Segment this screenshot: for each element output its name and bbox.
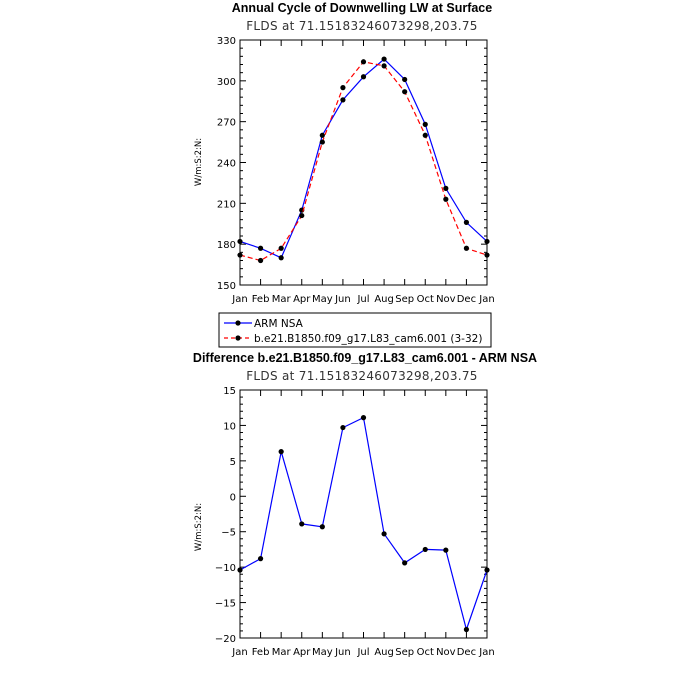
bottom-ytick-label: −15	[215, 599, 236, 610]
top-xtick-label-aug: Aug	[374, 294, 394, 305]
top-xtick-label-may: May	[312, 294, 333, 305]
top-series-0-point	[237, 238, 243, 245]
top-xtick-label-apr: Apr	[293, 294, 311, 305]
bottom-y-axis-label: W/m:S:2:N:	[194, 503, 204, 551]
bottom-xtick-label-feb: Feb	[252, 647, 270, 658]
top-xtick-label-nov: Nov	[436, 294, 456, 305]
bottom-xtick-label-jan: Jan	[231, 647, 247, 658]
top-xtick-label-jun: Jun	[334, 294, 351, 305]
top-xtick-label-oct: Oct	[417, 294, 434, 305]
top-series-1-point	[299, 212, 305, 219]
top-series-0-point	[360, 74, 367, 80]
top-series-1-point	[360, 59, 367, 65]
top-y-axis-label: W/m:S:2:N:	[194, 138, 204, 186]
legend-marker-arm	[235, 320, 241, 326]
bottom-ytick-label: 15	[223, 386, 236, 397]
legend-label-model: b.e21.B1850.f09_g17.L83_cam6.001 (3-32)	[254, 333, 482, 345]
top-series-0-point	[257, 245, 264, 251]
top-xtick-label-feb: Feb	[252, 294, 270, 305]
top-series-1-point	[237, 252, 243, 258]
top-series-0-point	[381, 56, 387, 62]
top-series-1-point	[319, 139, 325, 145]
bottom-series-0-point	[484, 567, 490, 573]
top-series-1-point	[340, 85, 346, 91]
top-chart-title: Annual Cycle of Downwelling LW at Surfac…	[232, 1, 492, 15]
bottom-series-line-0	[239, 416, 488, 632]
top-series-1-point	[257, 257, 264, 264]
top-series-0-point	[484, 238, 490, 245]
bottom-series-0-point	[237, 567, 243, 573]
top-ytick-label: 270	[217, 118, 236, 129]
bottom-chart-subtitle: FLDS at 71.15183246073298,203.75	[246, 369, 478, 383]
top-xtick-label-jul: Jul	[356, 294, 369, 305]
bottom-xtick-label-apr: Apr	[293, 647, 311, 658]
bottom-series-0-point	[360, 415, 367, 421]
bottom-xtick-label-jul: Jul	[356, 647, 369, 658]
top-series-line-1	[239, 61, 488, 262]
top-series-1-point	[422, 132, 428, 138]
top-series-1-point	[402, 89, 408, 95]
bottom-xtick-label-dec: Dec	[457, 647, 476, 658]
bottom-ytick-label: 5	[230, 457, 236, 468]
bottom-xtick-label-oct: Oct	[417, 647, 434, 658]
bottom-xtick-label-nov: Nov	[436, 647, 456, 658]
bottom-series-0-point	[422, 546, 428, 553]
top-chart-subtitle: FLDS at 71.15183246073298,203.75	[246, 19, 478, 33]
top-ytick-label: 210	[217, 199, 236, 210]
bottom-chart-title: Difference b.e21.B1850.f09_g17.L83_cam6.…	[193, 351, 537, 365]
bottom-series-0-point	[402, 560, 408, 566]
bottom-xtick-label-may: May	[312, 647, 333, 658]
bottom-xtick-label-aug: Aug	[374, 647, 394, 658]
bottom-series-0-point	[278, 449, 284, 455]
bottom-series-0-point	[299, 521, 305, 527]
legend-box	[218, 312, 492, 348]
top-xtick-label-jan: Jan	[231, 294, 247, 305]
top-ytick-label: 180	[217, 240, 236, 251]
top-series-0-point	[422, 121, 428, 127]
top-series-0-point	[278, 255, 284, 261]
top-plot-area: 150 180 210 240 270 300 330 Jan Feb Mar Apr May Jun J…	[217, 36, 495, 305]
bottom-ytick-label: 10	[223, 421, 236, 432]
bottom-series-0-point	[463, 626, 470, 633]
legend: ARM NSA b.e21.B1850.f09_g17.L83_cam6.001…	[218, 312, 492, 348]
bottom-series-0-point	[443, 547, 449, 553]
top-series-1-point	[443, 196, 449, 202]
bottom-xtick-label-mar: Mar	[272, 647, 292, 658]
bottom-series-0-point	[381, 531, 387, 537]
top-series-0-point	[340, 97, 346, 103]
top-xtick-label-sep: Sep	[395, 294, 414, 305]
top-series-1-point	[381, 63, 387, 69]
top-series-1-point	[278, 245, 284, 251]
bottom-ytick-label: −20	[215, 634, 236, 645]
bottom-frame	[239, 389, 488, 639]
bottom-xtick-label-jun: Jun	[334, 647, 351, 658]
top-ytick-label: 150	[217, 281, 236, 292]
bottom-ytick-label: −10	[215, 563, 236, 574]
bottom-ytick-label: 0	[230, 492, 236, 503]
bottom-xtick-label-jan: Jan	[478, 647, 494, 658]
top-ytick-label: 240	[217, 159, 236, 170]
top-series-0-point	[463, 219, 470, 225]
bottom-series-0-point	[319, 524, 325, 530]
legend-marker-model	[235, 335, 241, 341]
top-series-0-point	[443, 185, 449, 191]
top-xtick-label-dec: Dec	[457, 294, 476, 305]
bottom-ytick-label: −5	[221, 528, 236, 539]
top-series-line-0	[239, 58, 488, 259]
bottom-xtick-label-sep: Sep	[395, 647, 414, 658]
top-ytick-label: 300	[217, 77, 236, 88]
top-ytick-label: 330	[217, 36, 236, 47]
top-series-1-point	[463, 245, 470, 251]
top-series-0-point	[319, 132, 325, 138]
top-xtick-label-mar: Mar	[272, 294, 292, 305]
bottom-series-0-point	[257, 556, 264, 562]
top-xtick-label-jan: Jan	[478, 294, 494, 305]
bottom-series-0-point	[340, 424, 346, 431]
bottom-plot-area: −20 −15 −10 −5 0 5 10 15 Jan Feb Mar Apr May Jun Jul Au…	[215, 386, 495, 658]
top-series-0-point	[402, 76, 408, 83]
legend-label-arm: ARM NSA	[254, 318, 304, 330]
top-series-1-point	[484, 252, 490, 258]
